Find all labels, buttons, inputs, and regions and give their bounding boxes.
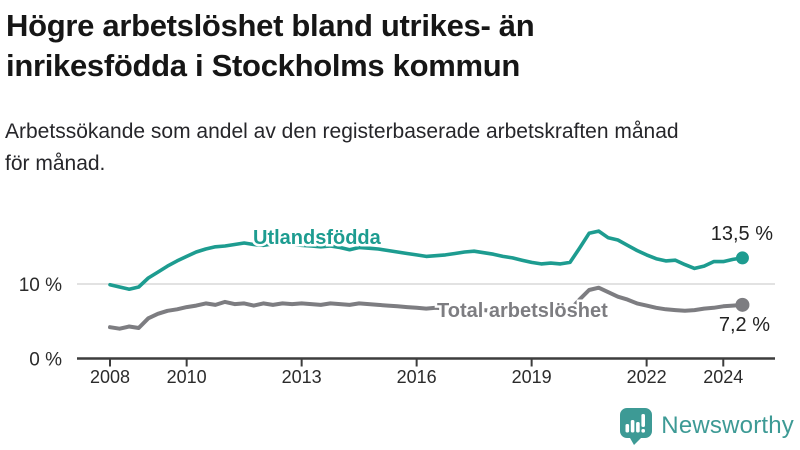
x-tick-label: 2010 — [167, 367, 207, 387]
newsworthy-wordmark: Newsworthy — [661, 412, 794, 439]
x-tick-label: 2022 — [627, 367, 667, 387]
newsworthy-logo: Newsworthy — [619, 407, 794, 445]
newsworthy-chart-bubble-icon — [620, 408, 653, 445]
series-line-1 — [108, 285, 745, 331]
chart-canvas: 2008 2010 2013 2016 2019 2022 2024 0 % 10 % — [19, 229, 775, 387]
subtitle-line-2: för månad. — [5, 152, 106, 175]
series-line-0 — [108, 229, 745, 291]
subtitle-line-1: Arbetssökande som andel av den registerb… — [5, 120, 679, 143]
end-value-label-utlandsfodda: 13,5 % — [711, 223, 773, 245]
series-end-dot-1 — [735, 297, 750, 312]
x-tick-label: 2008 — [90, 367, 130, 387]
page-title: Högre arbetslöshet bland utrikes- än inr… — [6, 6, 746, 86]
x-tick-label: 2024 — [703, 367, 743, 387]
x-tick-label: 2019 — [512, 367, 552, 387]
title-line-2: inrikesfödda i Stockholms kommun — [6, 48, 521, 83]
chart-subtitle: Arbetssökande som andel av den registerb… — [5, 116, 799, 180]
x-tick-label: 2016 — [397, 367, 437, 387]
y-tick-label: 10 % — [19, 275, 62, 296]
series-label-utlandsfodda: Utlandsfödda — [253, 227, 382, 249]
line-chart: 2008 2010 2013 2016 2019 2022 2024 0 % 10 % Utla… — [19, 221, 776, 387]
end-value-label-total: 7,2 % — [719, 314, 770, 336]
series-end-dot-0 — [735, 251, 749, 265]
series-label-total-arbetsloshet: Total arbetslöshet — [437, 300, 608, 322]
x-tick-label: 2013 — [282, 367, 322, 387]
y-tick-label: 0 % — [29, 350, 62, 371]
title-line-1: Högre arbetslöshet bland utrikes- än — [6, 8, 535, 43]
